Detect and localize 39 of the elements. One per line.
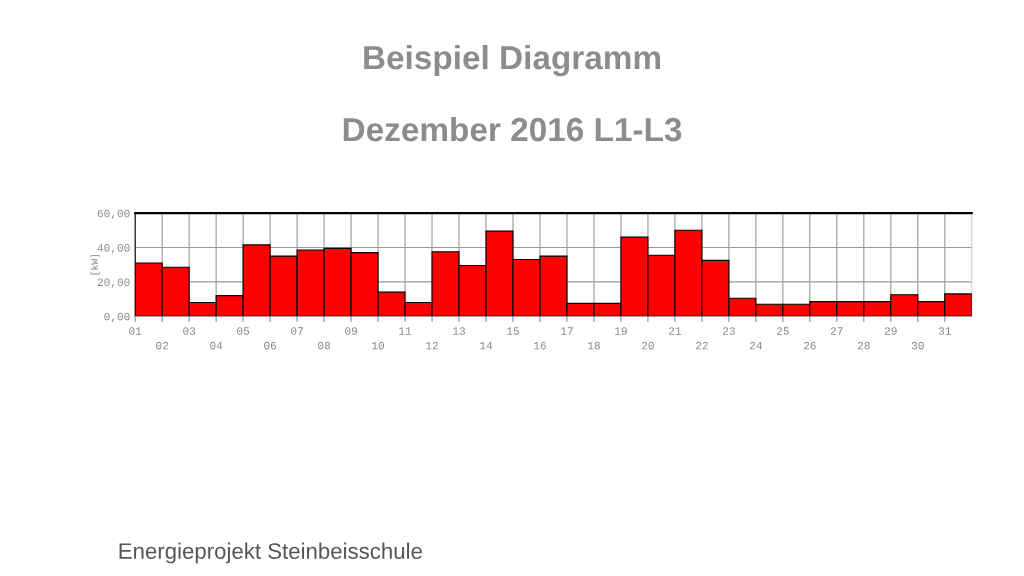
x-tick-label: 22 bbox=[696, 341, 708, 350]
x-tick-label: 18 bbox=[588, 341, 600, 350]
x-tick-label: 03 bbox=[183, 327, 196, 335]
x-tick-label: 29 bbox=[884, 327, 897, 335]
y-axis-title: [kW] bbox=[90, 254, 100, 275]
x-tick-label: 11 bbox=[399, 327, 412, 335]
y-tick-label: 60,00 bbox=[97, 209, 130, 220]
x-tick-label: 20 bbox=[642, 341, 654, 350]
x-tick-label: 01 bbox=[129, 327, 142, 335]
x-tick-label: 16 bbox=[534, 341, 546, 350]
x-tick-label: 26 bbox=[803, 341, 816, 350]
x-tick-label: 04 bbox=[210, 341, 223, 350]
y-tick-label: 0,00 bbox=[104, 312, 130, 323]
x-tick-label: 30 bbox=[911, 341, 924, 350]
x-tick-label: 24 bbox=[749, 341, 762, 350]
x-tick-label: 05 bbox=[237, 327, 250, 335]
y-tick-label: 20,00 bbox=[97, 278, 130, 288]
x-tick-label: 12 bbox=[426, 341, 438, 350]
x-tick-label: 19 bbox=[615, 327, 627, 335]
x-tick-label: 14 bbox=[480, 341, 493, 350]
x-tick-label: 08 bbox=[318, 341, 331, 350]
x-tick-label: 15 bbox=[507, 327, 519, 335]
text: Energieprojekt Steinbeisschule bbox=[119, 542, 422, 564]
chart-subtitle: Dezember 2016 L1-L3 bbox=[343, 116, 682, 142]
x-tick-label: 31 bbox=[938, 327, 951, 335]
x-tick-label: 13 bbox=[453, 327, 465, 335]
x-tick-label: 06 bbox=[264, 341, 277, 350]
x-tick-label: 10 bbox=[372, 341, 385, 350]
x-tick-label: 09 bbox=[345, 327, 357, 335]
x-tick-label: 21 bbox=[669, 327, 682, 335]
x-tick-label: 25 bbox=[776, 327, 789, 335]
y-tick-label: 40,00 bbox=[97, 244, 130, 254]
x-tick-label: 17 bbox=[561, 327, 573, 335]
x-tick-label: 28 bbox=[857, 341, 870, 350]
x-tick-label: 02 bbox=[156, 341, 169, 350]
x-tick-label: 23 bbox=[723, 327, 735, 335]
x-tick-label: 07 bbox=[291, 327, 303, 335]
chart-title: Beispiel Diagramm bbox=[364, 44, 660, 77]
x-tick-label: 27 bbox=[830, 327, 843, 335]
